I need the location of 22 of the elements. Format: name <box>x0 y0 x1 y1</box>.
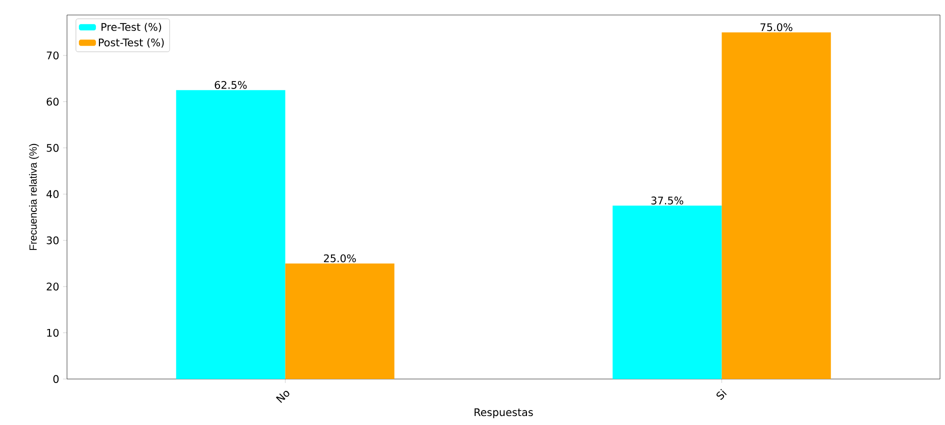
y-tick-label: 70 <box>46 51 59 60</box>
data-label: 25.0% <box>324 254 356 262</box>
y-tick-label: 10 <box>47 328 59 337</box>
legend-label: Pre-Test (%) <box>102 22 162 32</box>
data-label: 62.5% <box>214 80 247 89</box>
y-tick-label: 50 <box>46 144 59 152</box>
y-axis-title: Frecuencia relativa (%) <box>29 144 39 250</box>
y-tick-label: 40 <box>46 190 59 198</box>
x-tick-label: Si <box>716 388 727 400</box>
bar <box>285 263 394 379</box>
bar <box>176 90 286 379</box>
bar <box>722 32 831 379</box>
x-tick-label: No <box>276 390 290 403</box>
y-tick-label: 30 <box>46 236 59 244</box>
data-label: 75.0% <box>760 23 792 32</box>
y-tick-label: 20 <box>46 282 59 291</box>
legend-label: Post-Test (%) <box>98 38 164 48</box>
x-axis-title: Respuestas <box>474 408 533 418</box>
data-label: 37.5% <box>651 196 684 204</box>
bar <box>612 206 722 379</box>
y-tick-label: 0 <box>53 375 59 383</box>
y-tick-label: 60 <box>46 98 59 106</box>
